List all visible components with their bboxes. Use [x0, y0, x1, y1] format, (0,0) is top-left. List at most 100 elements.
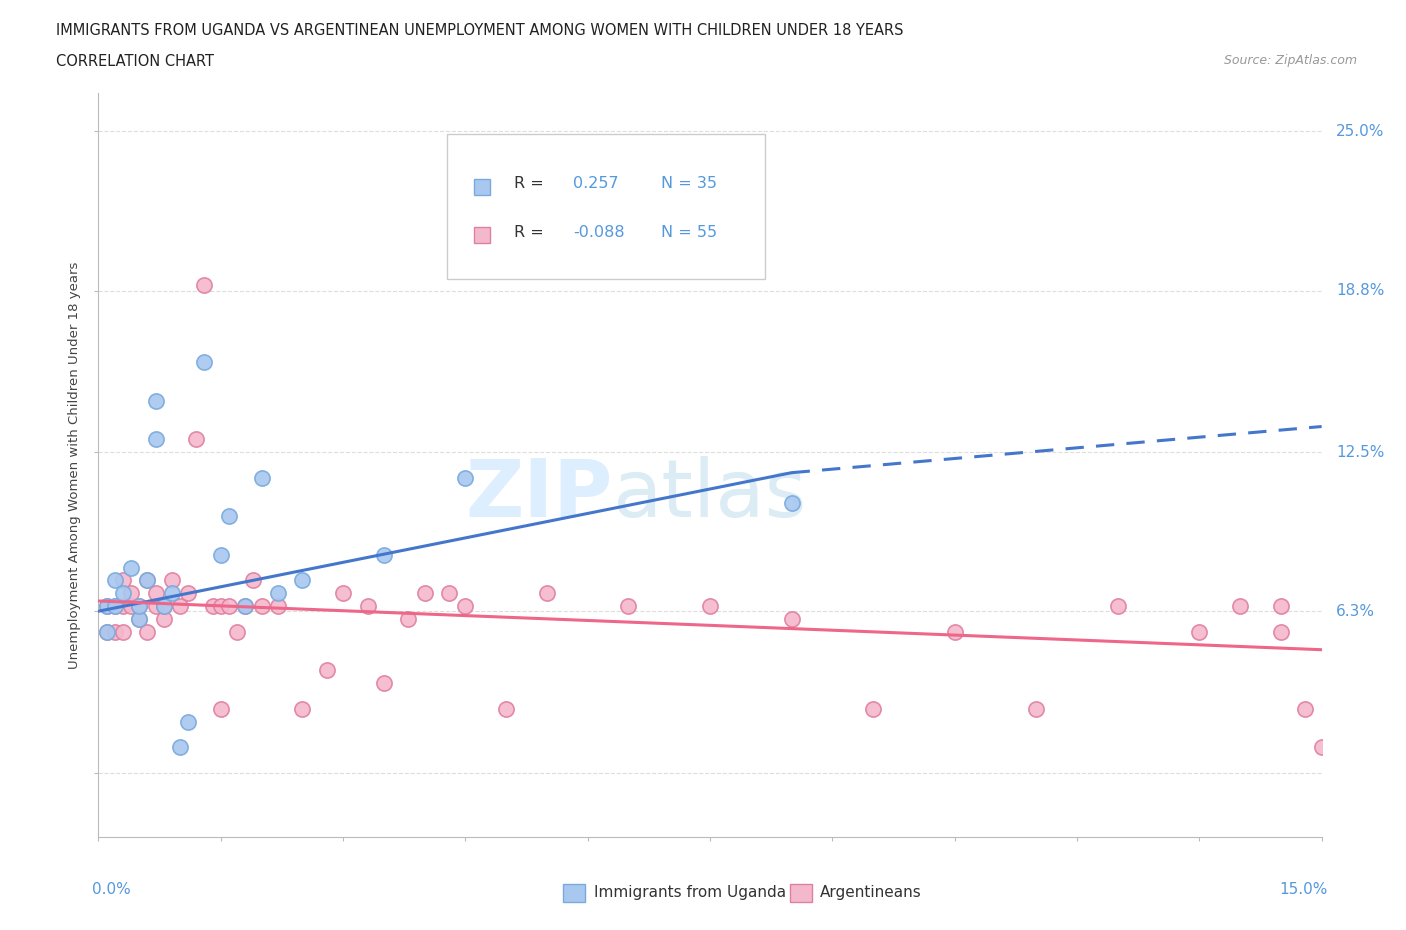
- Text: IMMIGRANTS FROM UGANDA VS ARGENTINEAN UNEMPLOYMENT AMONG WOMEN WITH CHILDREN UND: IMMIGRANTS FROM UGANDA VS ARGENTINEAN UN…: [56, 23, 904, 38]
- FancyBboxPatch shape: [564, 884, 585, 902]
- Point: [128, 599, 150, 614]
- Text: ZIP: ZIP: [465, 456, 612, 534]
- Point: [120, 586, 142, 601]
- Point: [169, 739, 191, 754]
- Point: [96, 599, 118, 614]
- Point: [242, 573, 264, 588]
- Text: Source: ZipAtlas.com: Source: ZipAtlas.com: [1223, 54, 1357, 67]
- Point: [250, 471, 273, 485]
- Point: [617, 599, 640, 614]
- Point: [1270, 599, 1292, 614]
- Point: [233, 599, 256, 614]
- Point: [152, 612, 174, 627]
- Point: [291, 701, 314, 716]
- Point: [152, 599, 174, 614]
- Text: 12.5%: 12.5%: [1336, 445, 1385, 459]
- Text: R =: R =: [515, 225, 544, 240]
- Point: [145, 586, 167, 601]
- Point: [437, 586, 460, 601]
- Point: [315, 663, 337, 678]
- Point: [104, 624, 127, 639]
- Text: -0.088: -0.088: [574, 225, 624, 240]
- Point: [145, 432, 167, 446]
- Point: [1310, 739, 1333, 754]
- Point: [1294, 701, 1316, 716]
- Point: [128, 599, 150, 614]
- Point: [267, 586, 290, 601]
- Point: [104, 599, 127, 614]
- Point: [356, 599, 378, 614]
- Point: [120, 560, 142, 575]
- Text: 0.0%: 0.0%: [93, 882, 131, 897]
- Point: [233, 599, 256, 614]
- Point: [454, 599, 477, 614]
- Point: [145, 393, 167, 408]
- FancyBboxPatch shape: [474, 179, 491, 195]
- Text: 25.0%: 25.0%: [1336, 124, 1385, 139]
- Point: [454, 471, 477, 485]
- Point: [226, 624, 249, 639]
- Text: N = 35: N = 35: [661, 176, 717, 191]
- Point: [780, 612, 803, 627]
- Point: [169, 599, 191, 614]
- Point: [201, 599, 224, 614]
- Point: [111, 586, 134, 601]
- Point: [218, 509, 240, 524]
- Y-axis label: Unemployment Among Women with Children Under 18 years: Unemployment Among Women with Children U…: [67, 261, 82, 669]
- Point: [291, 573, 314, 588]
- Point: [209, 701, 232, 716]
- Point: [1229, 599, 1251, 614]
- Point: [332, 586, 354, 601]
- Point: [413, 586, 436, 601]
- Text: Argentineans: Argentineans: [820, 885, 922, 900]
- Point: [104, 573, 127, 588]
- Point: [495, 701, 517, 716]
- Point: [177, 586, 200, 601]
- Point: [96, 624, 118, 639]
- Point: [96, 624, 118, 639]
- Point: [218, 599, 240, 614]
- Point: [209, 599, 232, 614]
- Text: 15.0%: 15.0%: [1279, 882, 1327, 897]
- Point: [136, 624, 159, 639]
- Point: [1188, 624, 1211, 639]
- Point: [186, 432, 208, 446]
- Point: [104, 599, 127, 614]
- Point: [111, 624, 134, 639]
- Point: [267, 599, 290, 614]
- Point: [250, 599, 273, 614]
- FancyBboxPatch shape: [447, 134, 765, 279]
- Point: [862, 701, 884, 716]
- Point: [780, 496, 803, 511]
- Text: CORRELATION CHART: CORRELATION CHART: [56, 54, 214, 69]
- Point: [699, 599, 721, 614]
- Point: [152, 599, 174, 614]
- Text: 0.257: 0.257: [574, 176, 619, 191]
- Point: [177, 714, 200, 729]
- Point: [160, 573, 183, 588]
- Text: 6.3%: 6.3%: [1336, 604, 1375, 618]
- Point: [536, 586, 558, 601]
- Point: [160, 586, 183, 601]
- FancyBboxPatch shape: [474, 227, 491, 244]
- Point: [128, 612, 150, 627]
- Point: [145, 599, 167, 614]
- Point: [943, 624, 966, 639]
- Point: [96, 599, 118, 614]
- Point: [111, 573, 134, 588]
- Text: R =: R =: [515, 176, 544, 191]
- Point: [111, 599, 134, 614]
- Point: [373, 548, 395, 563]
- Point: [193, 278, 215, 293]
- Point: [1270, 624, 1292, 639]
- Text: N = 55: N = 55: [661, 225, 717, 240]
- Point: [128, 612, 150, 627]
- Text: 18.8%: 18.8%: [1336, 283, 1385, 298]
- Point: [136, 573, 159, 588]
- Point: [1025, 701, 1047, 716]
- Point: [1107, 599, 1129, 614]
- Point: [373, 675, 395, 690]
- Point: [396, 612, 419, 627]
- Point: [136, 573, 159, 588]
- FancyBboxPatch shape: [790, 884, 811, 902]
